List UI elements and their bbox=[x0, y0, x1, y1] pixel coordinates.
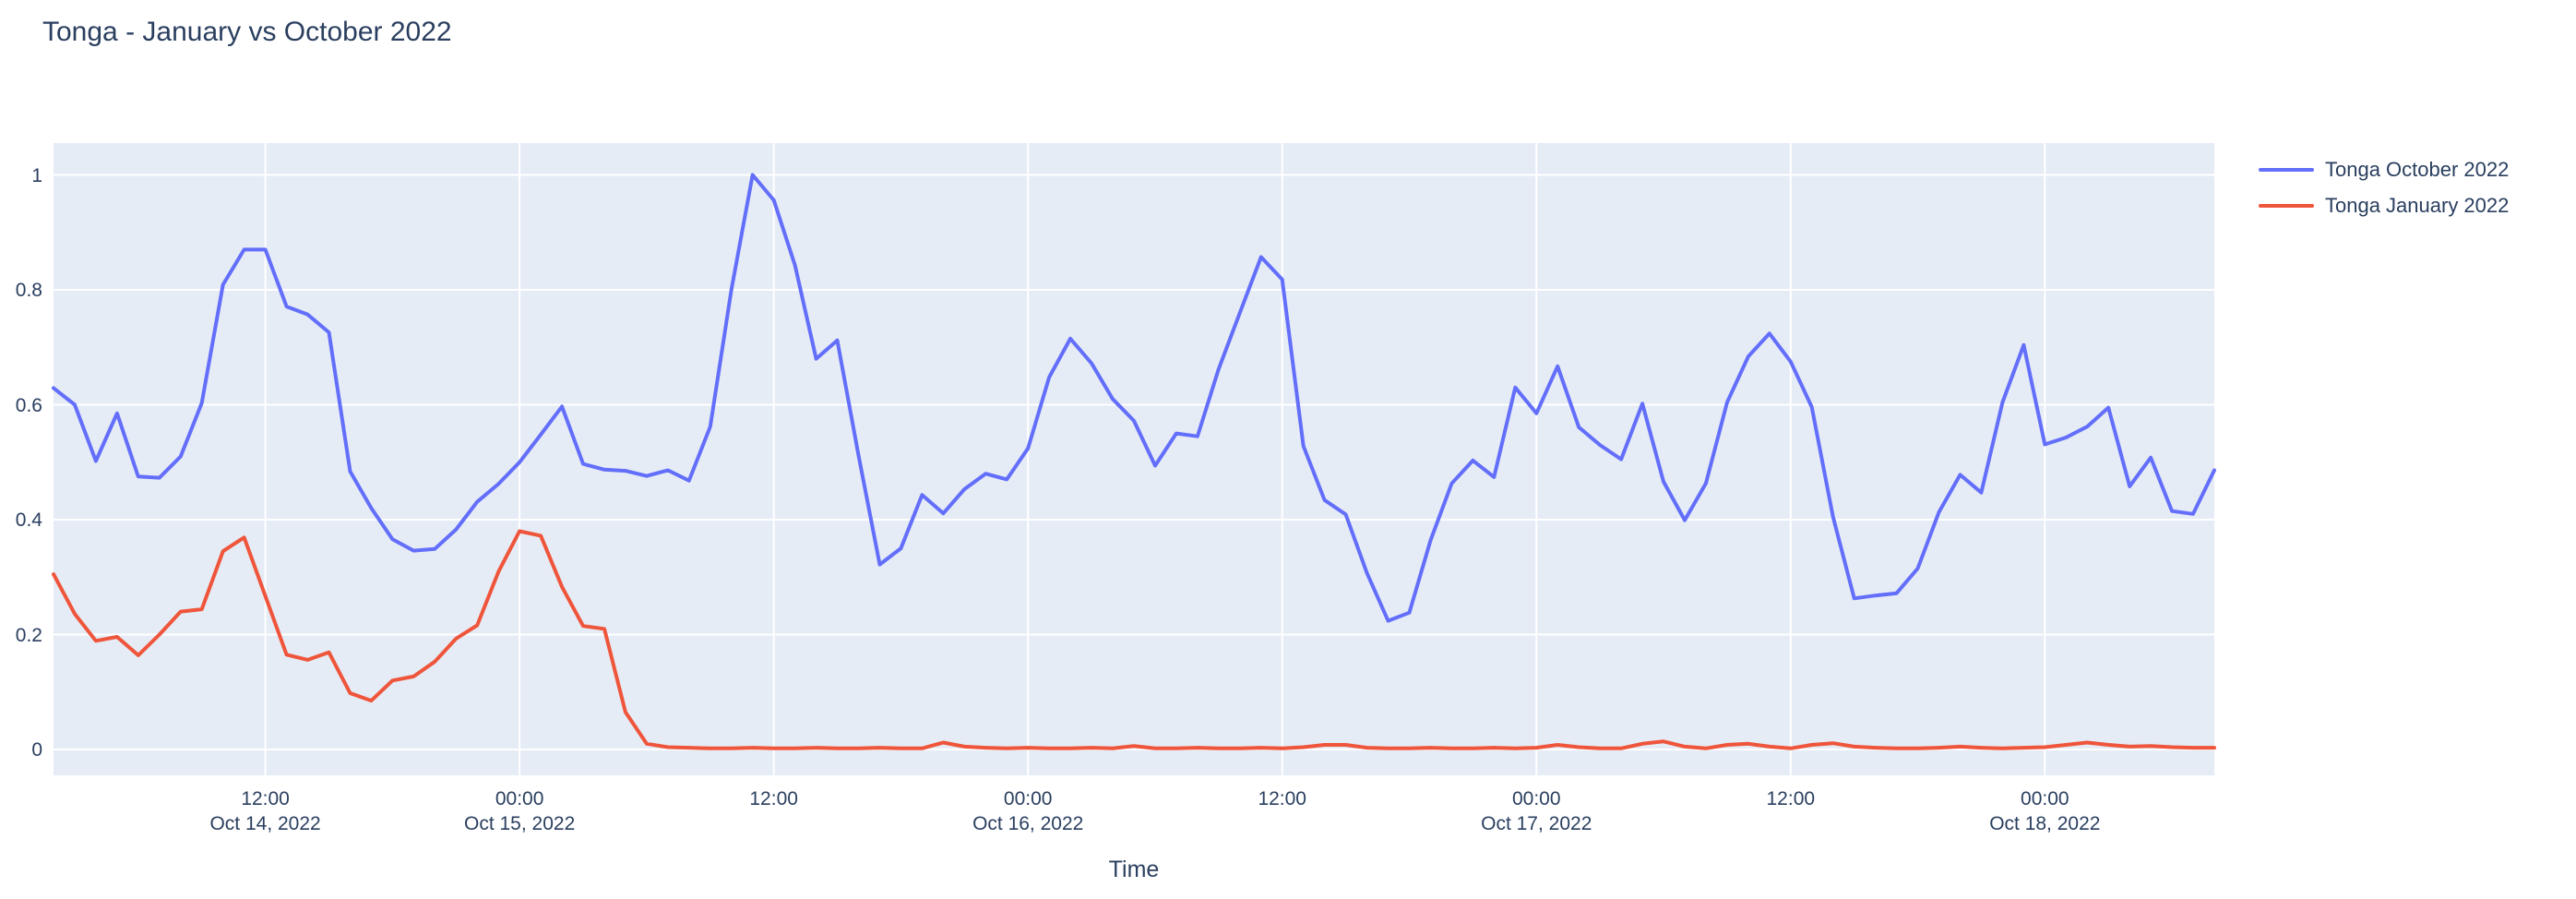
x-tick-label: 12:00 bbox=[749, 788, 798, 809]
legend-item-tonga-october-2022[interactable]: Tonga October 2022 bbox=[2259, 151, 2509, 187]
x-tick-label: 12:00 bbox=[1766, 788, 1816, 809]
legend-line-swatch bbox=[2259, 203, 2314, 208]
chart-title: Tonga - January vs October 2022 bbox=[42, 17, 452, 47]
x-tick-label: 00:00 Oct 15, 2022 bbox=[464, 788, 576, 834]
x-tick-label: 00:00 Oct 17, 2022 bbox=[1481, 788, 1592, 834]
legend-label: Tonga January 2022 bbox=[2325, 193, 2510, 217]
series-line-tonga-january-2022[interactable] bbox=[52, 529, 2216, 750]
legend-item-tonga-january-2022[interactable]: Tonga January 2022 bbox=[2259, 187, 2509, 223]
y-tick-label: 1 bbox=[31, 164, 42, 186]
series-line-tonga-october-2022[interactable] bbox=[52, 173, 2216, 623]
x-tick-label: 00:00 Oct 18, 2022 bbox=[1989, 788, 2101, 834]
y-tick-label: 0.8 bbox=[15, 280, 42, 301]
y-tick-label: 0 bbox=[31, 739, 42, 761]
y-tick-label: 0.6 bbox=[15, 394, 42, 416]
x-tick-label: 00:00 Oct 16, 2022 bbox=[972, 788, 1084, 834]
legend: Tonga October 2022 Tonga January 2022 bbox=[2259, 151, 2509, 223]
legend-label: Tonga October 2022 bbox=[2325, 157, 2510, 181]
x-axis-title: Time bbox=[1108, 857, 1160, 882]
legend-line-swatch bbox=[2259, 167, 2314, 172]
x-tick-label: 12:00 bbox=[1258, 788, 1306, 809]
y-tick-label: 0.4 bbox=[15, 509, 42, 531]
y-tick-label: 0.2 bbox=[15, 624, 42, 646]
x-tick-label: 12:00 Oct 14, 2022 bbox=[209, 788, 321, 834]
plot-background[interactable] bbox=[54, 143, 2214, 775]
